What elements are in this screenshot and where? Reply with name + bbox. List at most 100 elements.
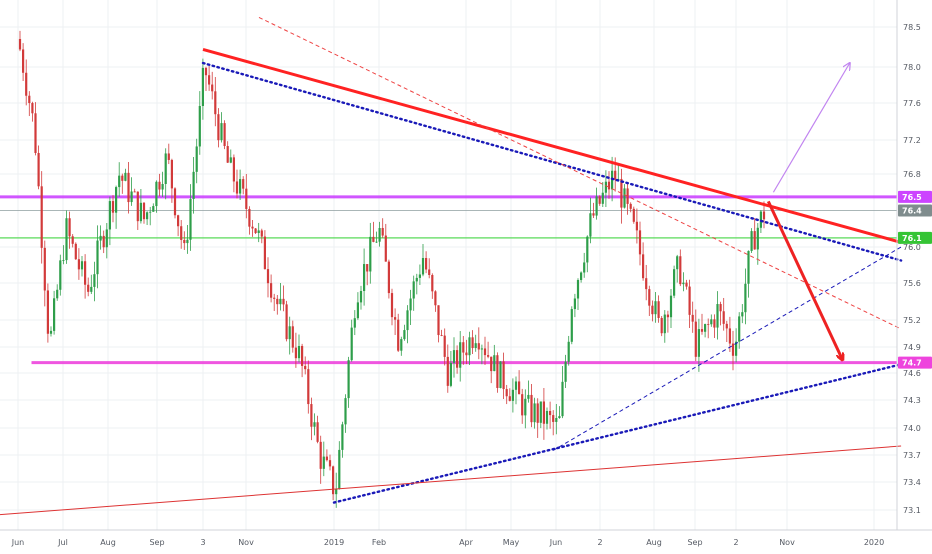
candle-body [198,105,201,147]
y-tick-label: 73.4 [903,478,921,487]
candle-body [542,401,545,424]
candle-body [731,343,735,356]
y-tick-label: 78.5 [903,23,921,32]
candle-body [468,337,471,356]
candle-body [465,352,468,356]
candle-body [220,123,223,141]
candle-body [747,250,750,284]
candle-body [161,184,164,190]
candle-body [421,258,425,275]
candle-body [412,281,415,299]
candle-body [459,342,462,368]
candle-body [276,298,279,305]
candle-body [635,221,638,231]
candle-body [87,284,90,292]
candle-body [111,201,115,213]
price-badge-label: 76.1 [902,234,922,243]
candle-body [403,330,406,340]
y-tick-label: 74.6 [903,369,921,378]
candle-body [338,449,341,489]
candle-layer [18,30,766,508]
candle-body [99,235,102,241]
candle-body [53,298,56,331]
candle-body [133,191,136,193]
candle-body [387,261,390,294]
candle-body [527,394,530,399]
time-axis[interactable]: Jun Jul Aug Sep 3 Nov 2019 Feb Apr May Jun 2 Aug Sep 2… [11,538,884,547]
candle-body [759,211,762,228]
candle-body [232,157,235,182]
candle-body [118,175,121,188]
candle-body [378,228,381,242]
candle-body [576,280,580,299]
candle-body [666,314,669,318]
candle-body [40,186,43,248]
candle-body [195,146,198,172]
candle-body [660,317,663,334]
candle-body [356,302,359,319]
y-tick-label: 74.0 [903,424,921,433]
candle-body [549,410,552,416]
candle-body [700,329,704,332]
candle-body [310,404,313,427]
candle-body [31,103,34,114]
candle-body [59,260,62,290]
candle-body [375,241,378,243]
candle-body [400,339,403,351]
x-tick-label: 2 [733,538,738,547]
candle-body [638,230,642,255]
candle-body [505,389,508,397]
candle-body [390,293,394,318]
candle-body [183,239,186,244]
price-badge [898,204,932,217]
candle-body [167,153,170,160]
candle-body [77,259,80,270]
candle-body [567,341,570,362]
candle-body [508,396,511,401]
candle-body [251,226,254,229]
candle-body [217,114,220,141]
candle-body [130,191,133,203]
candle-body [28,95,31,104]
candle-body [483,348,487,356]
candle-body [716,304,719,328]
y-tick-label: 74.9 [903,343,921,352]
x-tick-label: Apr [459,538,474,547]
candle-body [297,345,301,359]
candle-body [266,269,270,284]
candle-body [524,398,527,416]
price-badge [898,190,932,203]
y-tick-label: 76.8 [903,170,921,179]
y-tick-label: 75.2 [903,316,921,325]
candle-body [645,278,648,290]
candle-body [750,231,753,251]
candle-body [18,39,22,50]
candle-body [102,235,105,248]
y-tick-label: 76.0 [903,243,921,252]
candle-body [611,170,614,190]
candle-body [353,318,356,328]
candle-body [285,304,288,340]
candle-body [564,361,567,382]
candle-body [648,289,651,306]
candle-body [614,170,617,180]
candle-body [676,256,679,270]
y-tick-label: 78.0 [903,63,921,72]
x-tick-label: 2019 [324,538,344,547]
price-badge [898,356,932,369]
candle-body [279,298,282,305]
candle-body [177,215,180,227]
candle-body [65,218,68,261]
candle-body [43,247,46,291]
candle-body [536,403,539,423]
price-axis[interactable]: 78.5 78.0 77.6 77.2 76.8 76.0 75.6 75.2 74.9 74.6… [903,23,921,515]
candle-body [669,295,673,318]
candle-body [108,201,111,230]
candle-body [462,342,465,353]
candle-body [316,422,319,442]
y-tick-label: 77.6 [903,99,921,108]
candle-body [146,212,149,220]
candle-body [307,369,310,405]
